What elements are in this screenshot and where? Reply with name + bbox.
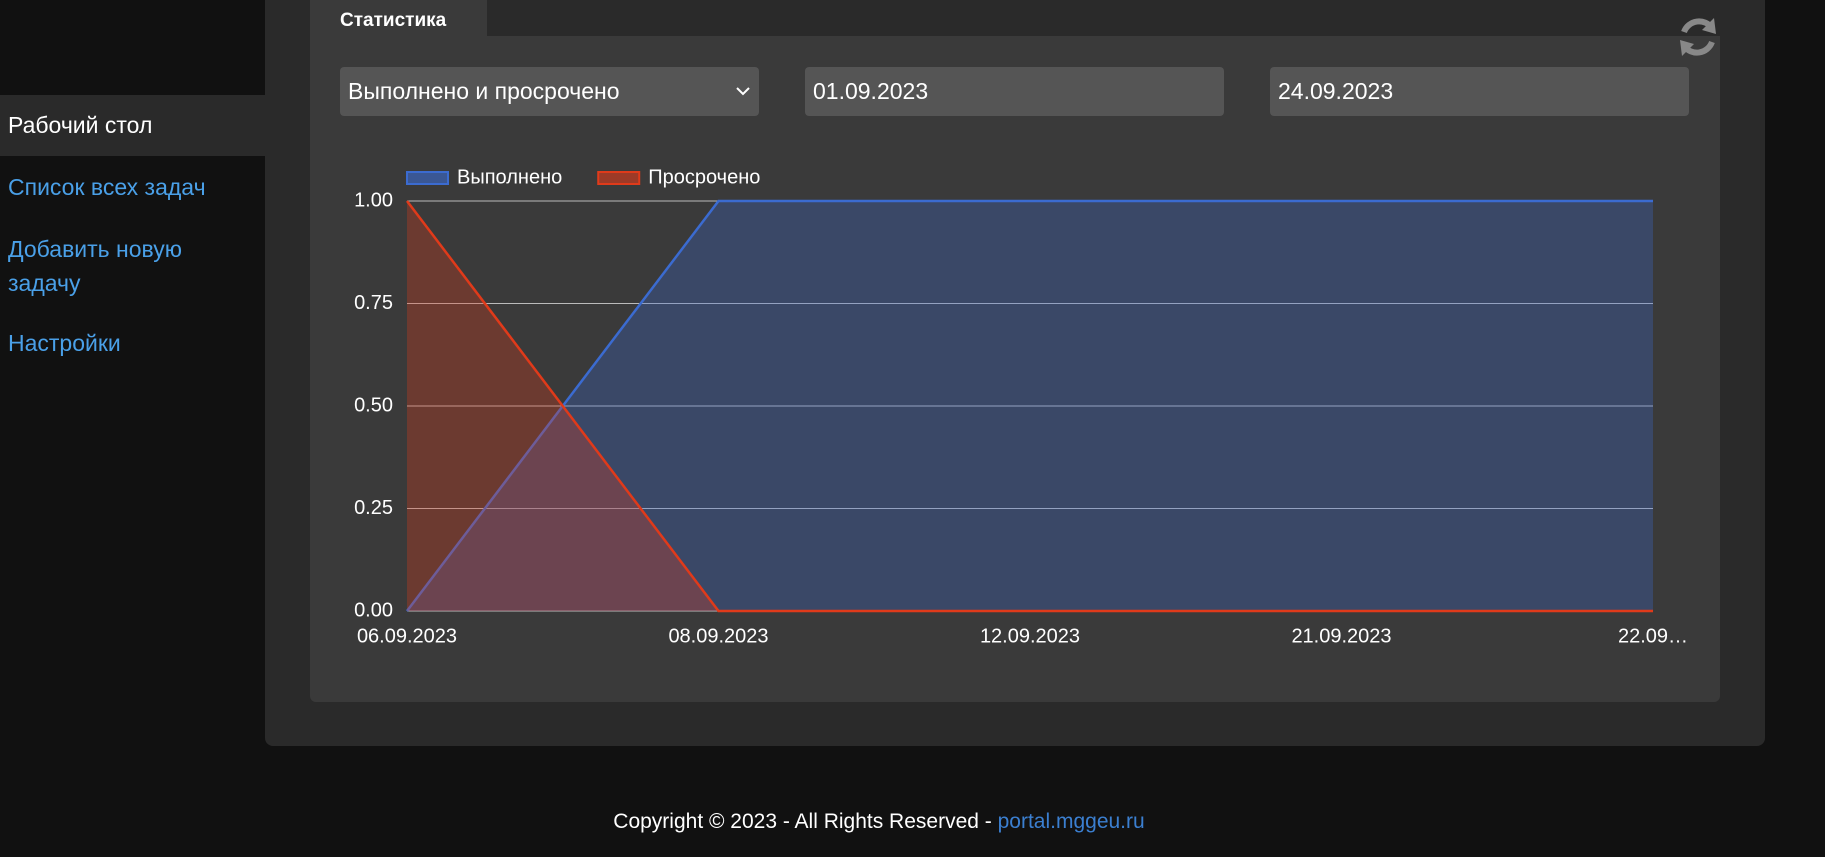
copyright: Copyright © 2023 - All Rights Reserved - — [613, 810, 992, 833]
footer-link[interactable]: portal.mggeu.ru — [997, 810, 1145, 833]
date-to[interactable]: 24.09.2023 — [1270, 67, 1689, 116]
y-tick-label: 0.75 — [354, 292, 393, 314]
chevron — [736, 87, 750, 96]
footer: Copyright © 2023 - All Rights Reserved -… — [0, 810, 1758, 834]
legend-swatch — [406, 171, 449, 185]
area-fill — [407, 201, 1653, 611]
y-tick-label: 0.50 — [354, 394, 393, 416]
x-tick-label: 08.09.2023 — [668, 625, 768, 647]
mode-select[interactable]: Выполнено и просрочено — [340, 67, 759, 116]
select-text: Выполнено и просрочено — [348, 78, 620, 104]
nav-item[interactable]: Список всех задач — [8, 174, 206, 200]
x-tick-label: 22.09… — [1618, 625, 1688, 647]
tab[interactable]: Статистика — [310, 0, 487, 36]
x-tick-label: 06.09.2023 — [357, 625, 457, 647]
legend-label: Просрочено — [648, 166, 760, 188]
card — [310, 36, 1720, 702]
x-tick-label: 21.09.2023 — [1291, 625, 1391, 647]
y-tick-label: 0.25 — [354, 497, 393, 519]
nav-item[interactable]: Рабочий стол — [0, 95, 265, 156]
area-line — [406, 200, 1653, 613]
x-tick-label: 12.09.2023 — [980, 625, 1080, 647]
area-fill — [407, 201, 1653, 611]
refresh-icon[interactable] — [1676, 14, 1720, 60]
nav-item[interactable]: Добавить новую задачу — [8, 236, 182, 296]
y-tick-label: 0.00 — [354, 599, 393, 621]
date-from[interactable]: 01.09.2023 — [805, 67, 1224, 116]
chart: 0.00 0.25 0.50 0.75 1.00 06.09.2023 08.09.2023… — [354, 166, 1688, 647]
legend-label: Выполнено — [457, 166, 562, 188]
y-tick-label: 1.00 — [354, 189, 393, 211]
area-line — [406, 199, 1653, 612]
nav-item[interactable]: Настройки — [8, 330, 121, 356]
legend-swatch — [597, 171, 641, 185]
